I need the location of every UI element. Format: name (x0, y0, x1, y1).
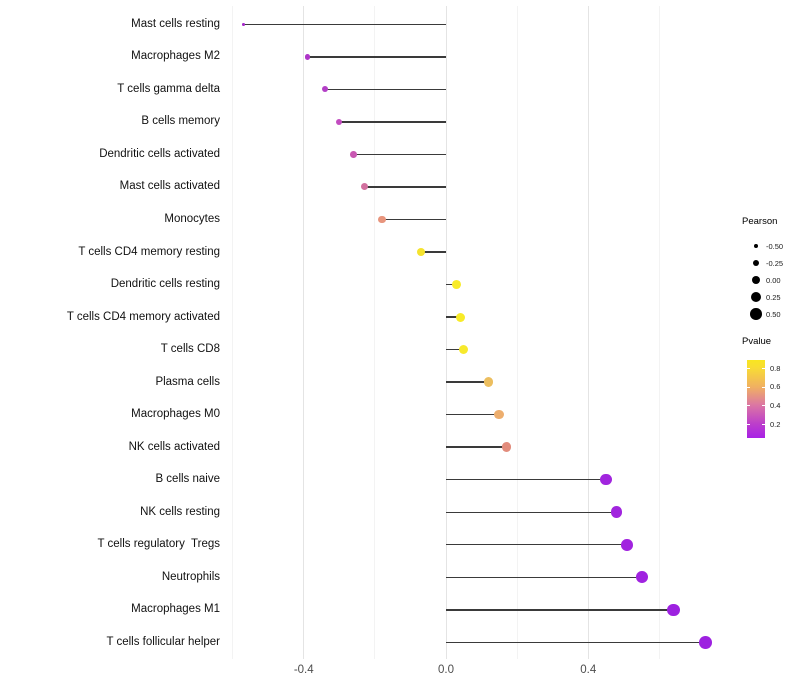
lollipop-dot (494, 409, 505, 420)
major-gridline (445, 6, 447, 659)
pvalue-tick-mark (747, 386, 750, 388)
lollipop-dot (459, 345, 469, 355)
y-axis-label: B cells naive (155, 473, 220, 486)
size-legend-label: -0.25 (766, 258, 784, 268)
pvalue-gradient-bar (747, 360, 765, 438)
lollipop-dot (452, 280, 462, 289)
lollipop-dot (610, 506, 623, 519)
y-axis-label: T cells CD8 (160, 343, 220, 356)
legend: Pearson -0.50 -0.25 0.00 0.25 0.50 Pvalue 0.… (738, 212, 800, 452)
y-axis-label: T cells regulatory Tregs (97, 538, 220, 551)
minor-gridline (658, 6, 660, 659)
lollipop-dot (455, 312, 465, 322)
y-axis-label: T cells gamma delta (117, 82, 220, 95)
y-axis-label: B cells memory (141, 115, 220, 128)
lollipop-dot (378, 215, 386, 224)
lollipop-dot (635, 571, 648, 584)
lollipop-stem (446, 641, 706, 644)
lollipop-stem (325, 88, 446, 91)
lollipop-stem (421, 251, 446, 253)
lollipop-stem (446, 381, 489, 383)
lollipop-dot (336, 118, 343, 126)
lollipop-dot (304, 54, 310, 60)
size-legend-label: 0.00 (766, 275, 781, 285)
color-legend-title: Pvalue (742, 336, 772, 347)
size-legend-dot (751, 275, 761, 285)
major-gridline (587, 6, 589, 659)
size-legend-dot (750, 308, 762, 320)
pvalue-tick-mark (747, 424, 750, 426)
pvalue-tick-mark (747, 368, 750, 369)
pvalue-tick-label: 0.6 (770, 382, 781, 392)
lollipop-stem (339, 121, 446, 123)
minor-gridline (232, 6, 234, 659)
y-axis-label: Dendritic cells activated (99, 147, 220, 160)
lollipop-dot (483, 377, 494, 387)
x-axis-tick-label: 0.0 (438, 664, 454, 676)
lollipop-dot (322, 86, 329, 93)
lollipop-stem (446, 413, 500, 416)
lollipop-dot (241, 22, 245, 26)
lollipop-dot (699, 635, 712, 649)
lollipop-dot (350, 151, 357, 158)
y-axis-label: Dendritic cells resting (110, 278, 220, 291)
lollipop-stem (446, 479, 607, 481)
y-axis-label: NK cells resting (140, 505, 220, 518)
y-axis-label: Macrophages M2 (131, 50, 220, 63)
pvalue-tick-mark (762, 386, 765, 388)
y-axis-label: T cells follicular helper (106, 635, 220, 648)
lollipop-dot (501, 442, 512, 453)
size-legend-label: 0.50 (766, 309, 781, 319)
lollipop-stem (353, 153, 446, 156)
y-axis-label: Neutrophils (161, 570, 220, 583)
minor-gridline (516, 6, 518, 659)
lollipop-stem (446, 576, 642, 578)
lollipop-stem (446, 348, 464, 351)
lollipop-stem (307, 56, 446, 58)
y-axis-label: Macrophages M1 (131, 603, 220, 616)
lollipop-stem (446, 511, 617, 513)
pvalue-tick-mark (762, 405, 765, 407)
lollipop-dot (600, 474, 612, 486)
x-axis-tick-label: 0.4 (580, 664, 597, 676)
lollipop-stem (446, 609, 674, 611)
pvalue-tick-mark (762, 424, 765, 426)
pvalue-tick-label: 0.2 (770, 419, 781, 429)
pvalue-tick-mark (747, 405, 750, 407)
x-axis-tick-label: -0.4 (293, 664, 314, 676)
size-legend-label: 0.25 (766, 292, 781, 302)
lollipop-dot (416, 247, 426, 257)
y-axis-label: T cells CD4 memory activated (66, 310, 220, 323)
y-axis-label: Monocytes (164, 212, 220, 225)
size-legend-dot (754, 244, 758, 248)
minor-gridline (374, 6, 376, 659)
size-legend-label: -0.50 (766, 241, 784, 251)
lollipop-dot (621, 538, 634, 551)
lollipop-stem (364, 186, 446, 188)
lollipop-stem (446, 446, 507, 448)
lollipop-stem (446, 544, 628, 546)
lollipop-stem (446, 283, 457, 286)
y-axis-label: Mast cells activated (119, 180, 220, 193)
lollipop-stem (243, 23, 446, 25)
y-axis-label: Plasma cells (155, 375, 220, 388)
y-axis-label: Macrophages M0 (131, 408, 220, 421)
y-axis-label: Mast cells resting (131, 17, 220, 30)
size-legend-dot (752, 259, 760, 267)
y-axis-label: T cells CD4 memory resting (78, 245, 220, 258)
size-legend-title: Pearson (742, 216, 778, 227)
lollipop-stem (381, 218, 446, 221)
y-axis-label: NK cells activated (128, 440, 220, 453)
lollipop-stem (446, 316, 461, 318)
pvalue-tick-mark (762, 368, 765, 369)
pvalue-tick-label: 0.4 (770, 400, 781, 410)
lollipop-dot (667, 603, 680, 617)
major-gridline (303, 6, 305, 659)
lollipop-dot (360, 183, 368, 191)
size-legend-dot (750, 291, 762, 303)
pvalue-tick-label: 0.8 (770, 363, 781, 373)
